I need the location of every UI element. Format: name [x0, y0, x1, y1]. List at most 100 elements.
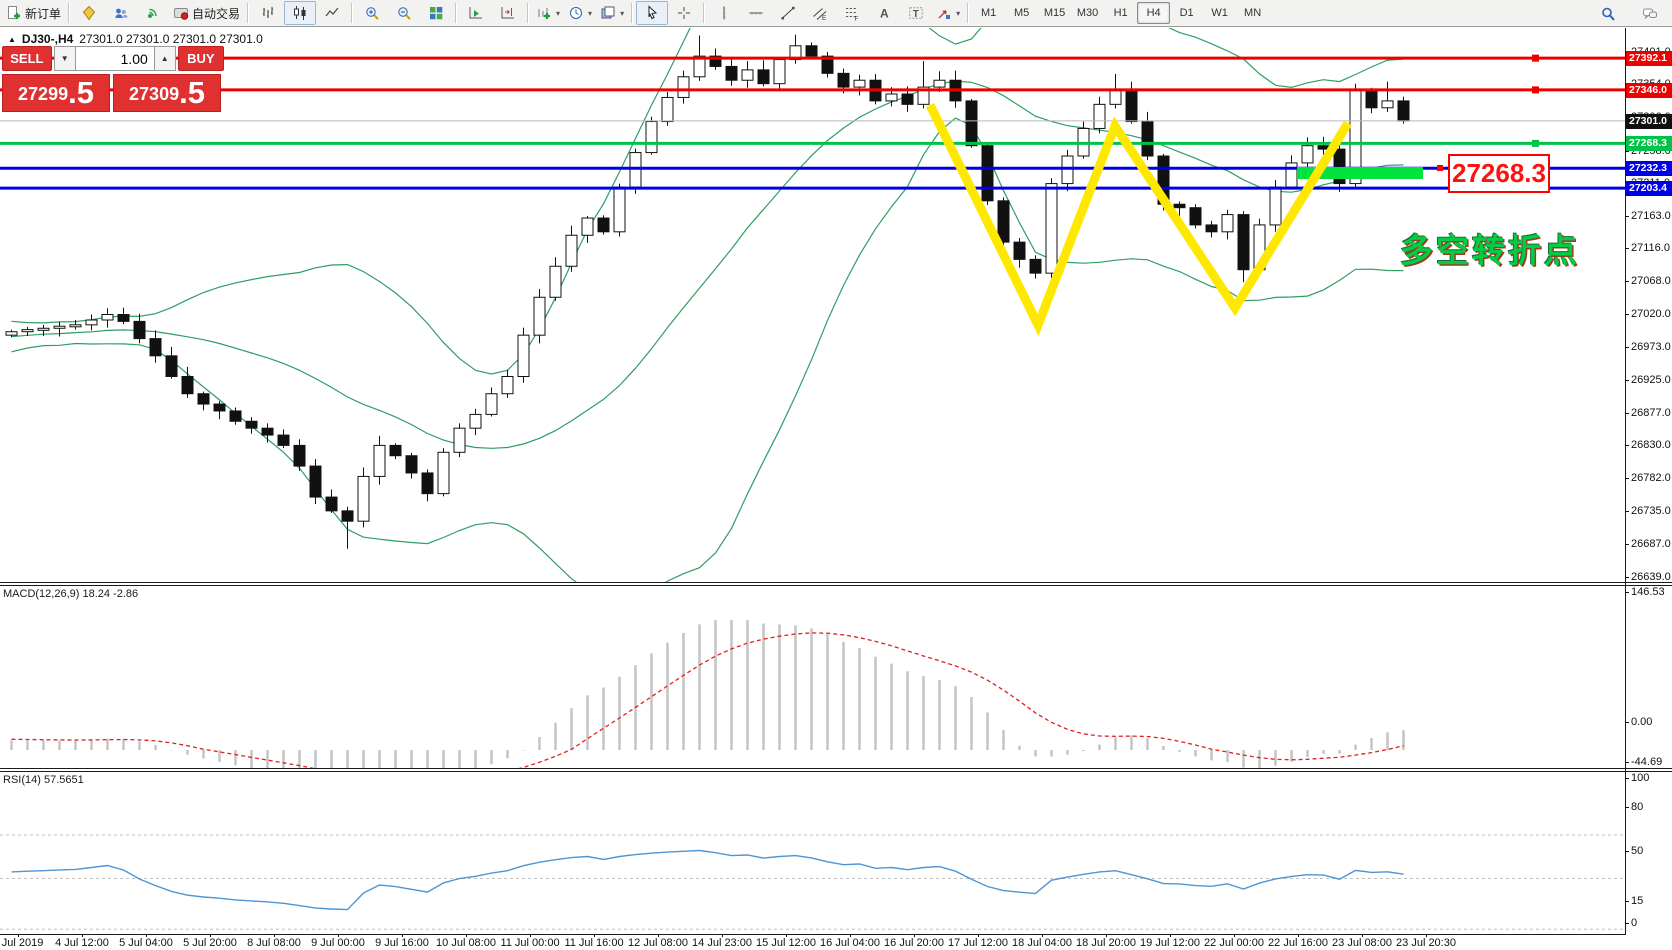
candle-body: [245, 420, 258, 429]
hline-handle[interactable]: [1532, 54, 1539, 62]
candle-body: [1285, 162, 1298, 188]
bollinger-middle-band: [11, 80, 1404, 449]
time-tick: [722, 934, 723, 937]
new-chart-button[interactable]: ▾: [532, 1, 564, 25]
metaeditor-icon: [82, 5, 96, 21]
community-button[interactable]: [105, 1, 137, 25]
bar-chart-icon: [263, 7, 274, 18]
candle-chart-button[interactable]: [284, 1, 317, 25]
cursor-button[interactable]: [636, 1, 669, 25]
candle-body: [325, 496, 338, 512]
candle-body: [885, 93, 898, 102]
buy-button[interactable]: BUY: [177, 46, 224, 71]
zoom-out-button[interactable]: [388, 1, 420, 25]
rsi-tick: [1625, 901, 1629, 903]
sell-button[interactable]: SELL: [2, 46, 52, 71]
candle-body: [1237, 214, 1250, 271]
timeframe-w1-button[interactable]: W1: [1211, 7, 1228, 19]
callout-anchor[interactable]: [1437, 165, 1443, 171]
volume-input[interactable]: [75, 46, 154, 71]
vline-button[interactable]: [708, 1, 740, 25]
templates-button[interactable]: ▾: [596, 1, 628, 25]
timeframe-m30-button[interactable]: M30: [1076, 7, 1099, 19]
time-tick: [338, 934, 339, 937]
candle-body: [1397, 100, 1410, 122]
timeframe-m1-button[interactable]: M1: [980, 7, 997, 19]
pivot-annotation-text[interactable]: 多空转折点: [1400, 232, 1580, 269]
macd-tick: [1625, 761, 1629, 763]
candle-body: [901, 93, 914, 105]
new-order-button[interactable]: 新订单: [2, 1, 65, 25]
fibonacci-button[interactable]: F: [836, 1, 868, 25]
search-button[interactable]: [1592, 2, 1624, 26]
volume-decrease-button[interactable]: ▼: [53, 46, 76, 71]
timeframe-h4-button[interactable]: H4: [1137, 2, 1171, 24]
zoom-in-button[interactable]: [356, 1, 388, 25]
candle-body: [213, 403, 226, 412]
price-tag-27268.3: 27268.3: [1626, 136, 1672, 152]
hline-handle[interactable]: [1532, 86, 1539, 94]
candle-body: [933, 79, 946, 88]
chat-icon: [1643, 8, 1657, 20]
rsi-scale-label: 15: [1631, 895, 1644, 908]
timeframe-m5-button[interactable]: M5: [1013, 7, 1030, 19]
candle-body: [581, 217, 594, 236]
timeframe-mn-button[interactable]: MN: [1244, 7, 1262, 19]
pane-separator-rsi[interactable]: [0, 768, 1672, 772]
hline-handle[interactable]: [1532, 139, 1539, 147]
channel-button[interactable]: E: [804, 1, 836, 25]
collapse-icon[interactable]: ▲: [8, 34, 16, 44]
rsi-label: RSI(14) 57.5651: [3, 774, 84, 786]
macd-pane[interactable]: [0, 586, 1625, 768]
rsi-pane[interactable]: [0, 772, 1625, 934]
label-button[interactable]: T: [900, 1, 932, 25]
pane-separator-macd[interactable]: [0, 582, 1672, 586]
candle-body: [1109, 90, 1122, 105]
candle-body: [965, 100, 978, 147]
price-callout-label[interactable]: 27268.3: [1448, 154, 1550, 193]
timeframe-h1-button[interactable]: H1: [1113, 7, 1128, 19]
svg-text:T: T: [913, 9, 919, 20]
time-label: 22 Jul 16:00: [1268, 937, 1328, 949]
chart-window[interactable]: ▲ DJ30-,H4 27301.0 27301.0 27301.0 27301…: [0, 28, 1672, 950]
candle-body: [501, 376, 514, 395]
price-tag-27392.1: 27392.1: [1626, 51, 1672, 67]
price-tick-label: 26973.0: [1631, 340, 1671, 353]
periods-button[interactable]: ▾: [564, 1, 596, 25]
metaeditor-button[interactable]: [73, 1, 105, 25]
autotrading-button[interactable]: 自动交易: [169, 1, 244, 25]
auto-scroll-button[interactable]: [460, 1, 492, 25]
time-label: 16 Jul 04:00: [820, 937, 880, 949]
candle-body: [37, 327, 50, 331]
chat-button[interactable]: [1634, 2, 1666, 26]
crosshair-button[interactable]: [668, 1, 700, 25]
time-tick: [1170, 934, 1171, 937]
line-chart-button[interactable]: [316, 1, 348, 25]
hline-button[interactable]: [740, 1, 772, 25]
chart-shift-button[interactable]: [492, 1, 524, 25]
price-tick-label: 26639.0: [1631, 571, 1671, 583]
time-label: 9 Jul 00:00: [311, 937, 365, 949]
bar-chart-button[interactable]: [252, 1, 284, 25]
signals-button[interactable]: [137, 1, 169, 25]
candle-body: [1141, 121, 1154, 157]
tile-windows-button[interactable]: [420, 1, 452, 25]
price-tag-27301.0: 27301.0: [1626, 113, 1672, 129]
volume-increase-button[interactable]: ▲: [153, 46, 176, 71]
price-tick: [1625, 379, 1629, 381]
trendline-button[interactable]: [772, 1, 804, 25]
buy-price-display[interactable]: 27309.5: [113, 74, 221, 112]
shapes-button[interactable]: ▾: [932, 1, 964, 25]
main-price-pane[interactable]: [0, 28, 1625, 582]
time-label: 12 Jul 08:00: [628, 937, 688, 949]
candle-body: [373, 444, 386, 477]
highlight-rectangle[interactable]: [1297, 167, 1423, 179]
toolbar-separator: [703, 3, 706, 23]
zigzag-annotation[interactable]: [925, 103, 1352, 337]
text-button[interactable]: A: [868, 1, 900, 25]
sell-price-display[interactable]: 27299.5: [2, 74, 110, 112]
time-tick: [978, 934, 979, 937]
timeframe-d1-button[interactable]: D1: [1179, 7, 1194, 19]
timeframe-m15-button[interactable]: M15: [1043, 7, 1066, 19]
time-tick: [1234, 934, 1235, 937]
